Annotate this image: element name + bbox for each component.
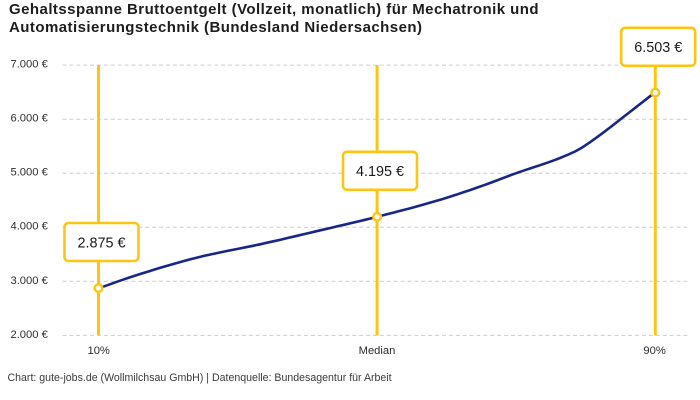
svg-text:7.000 €: 7.000 € [10,59,48,71]
svg-text:2.875 €: 2.875 € [77,235,125,251]
svg-text:4.195 €: 4.195 € [356,164,404,180]
svg-text:4.000 €: 4.000 € [10,221,48,233]
svg-text:10%: 10% [87,345,109,357]
svg-text:6.000 €: 6.000 € [10,113,48,125]
svg-text:6.503 €: 6.503 € [634,40,682,56]
svg-text:2.000 €: 2.000 € [10,329,48,341]
svg-text:3.000 €: 3.000 € [10,275,48,287]
svg-text:Median: Median [359,345,396,357]
svg-text:90%: 90% [643,345,665,357]
svg-text:5.000 €: 5.000 € [10,167,48,179]
